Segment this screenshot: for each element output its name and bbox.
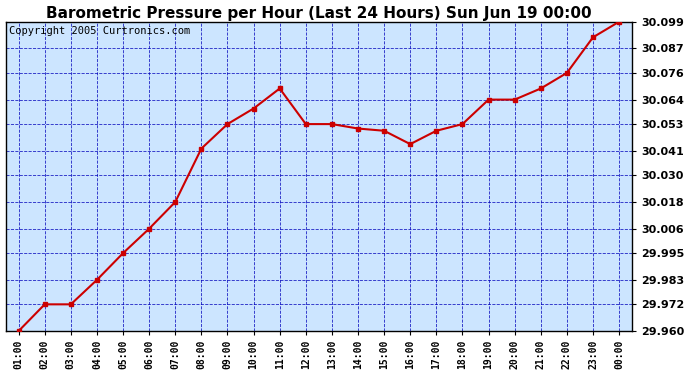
Text: Copyright 2005 Curtronics.com: Copyright 2005 Curtronics.com	[9, 26, 190, 36]
Title: Barometric Pressure per Hour (Last 24 Hours) Sun Jun 19 00:00: Barometric Pressure per Hour (Last 24 Ho…	[46, 6, 591, 21]
